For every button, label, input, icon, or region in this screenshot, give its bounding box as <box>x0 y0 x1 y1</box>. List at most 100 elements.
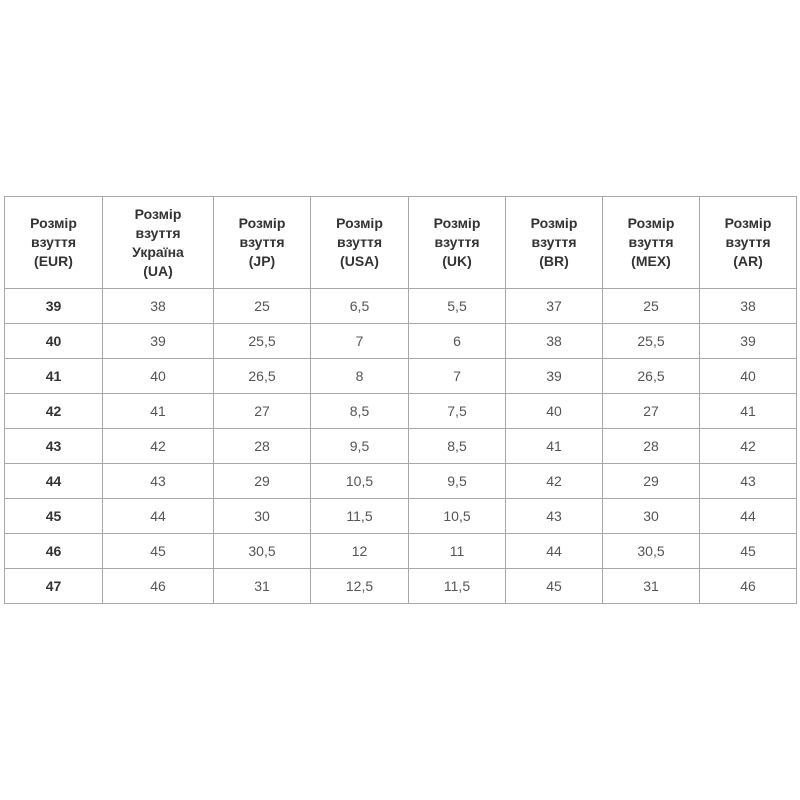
size-cell: 8 <box>310 358 409 394</box>
size-cell: 31 <box>213 568 311 604</box>
size-cell: 10,5 <box>310 463 409 499</box>
column-header-line: взуття <box>30 234 77 250</box>
eur-size-cell: 45 <box>4 498 103 534</box>
size-cell: 8,5 <box>310 393 409 429</box>
size-cell: 9,5 <box>310 428 409 464</box>
size-cell: 7 <box>408 358 506 394</box>
eur-size-cell: 44 <box>4 463 103 499</box>
size-cell: 43 <box>505 498 603 534</box>
size-cell: 39 <box>505 358 603 394</box>
column-header-line: Розмір <box>627 215 675 231</box>
size-cell: 30,5 <box>602 533 700 569</box>
column-header-line: (EUR) <box>34 253 73 269</box>
size-cell: 29 <box>602 463 700 499</box>
column-header-line: (MEX) <box>631 253 671 269</box>
size-cell: 28 <box>213 428 311 464</box>
size-cell: 46 <box>699 568 797 604</box>
column-header-line: взуття <box>628 234 674 250</box>
size-cell: 26,5 <box>602 358 700 394</box>
eur-size-cell: 47 <box>4 568 103 604</box>
size-cell: 12,5 <box>310 568 409 604</box>
size-cell: 28 <box>602 428 700 464</box>
size-cell: 40 <box>699 358 797 394</box>
size-cell: 25,5 <box>213 323 311 359</box>
size-cell: 30 <box>213 498 311 534</box>
table-row: 39 38 25 6,5 5,5 37 25 38 <box>4 288 797 324</box>
size-cell: 11 <box>408 533 506 569</box>
column-header: Розмір взуття (JP) <box>213 196 311 289</box>
size-cell: 9,5 <box>408 463 506 499</box>
size-cell: 30,5 <box>213 533 311 569</box>
column-header-line: (JP) <box>248 253 276 269</box>
column-header-line: взуття <box>434 234 480 250</box>
size-cell: 30 <box>602 498 700 534</box>
size-cell: 44 <box>699 498 797 534</box>
size-cell: 10,5 <box>408 498 506 534</box>
table-row: 43 42 28 9,5 8,5 41 28 42 <box>4 428 797 464</box>
shoe-size-table: Розмір взуття (EUR) Розмір взуття Україна (UA)… <box>4 196 797 604</box>
column-header-line: (BR) <box>539 253 569 269</box>
column-header-line: взуття <box>135 224 181 241</box>
eur-size-cell: 43 <box>4 428 103 464</box>
column-header: Розмір взуття (EUR) <box>4 196 103 289</box>
size-cell: 26,5 <box>213 358 311 394</box>
column-header-line: взуття <box>531 234 577 250</box>
size-cell: 38 <box>699 288 797 324</box>
size-cell: 11,5 <box>408 568 506 604</box>
column-header: Розмір взуття (USA) <box>310 196 409 289</box>
table-row: 40 39 25,5 7 6 38 25,5 39 <box>4 323 797 359</box>
size-cell: 44 <box>102 498 214 534</box>
eur-size-cell: 42 <box>4 393 103 429</box>
size-cell: 7,5 <box>408 393 506 429</box>
column-header: Розмір взуття (BR) <box>505 196 603 289</box>
column-header-line: (AR) <box>733 253 763 269</box>
size-cell: 41 <box>102 393 214 429</box>
column-header-line: (USA) <box>340 253 379 269</box>
column-header-line: Розмір <box>530 215 578 231</box>
column-header: Розмір взуття Україна (UA) <box>102 196 214 289</box>
eur-size-cell: 39 <box>4 288 103 324</box>
size-cell: 29 <box>213 463 311 499</box>
size-cell: 42 <box>699 428 797 464</box>
eur-size-cell: 41 <box>4 358 103 394</box>
size-cell: 31 <box>602 568 700 604</box>
table-row: 47 46 31 12,5 11,5 45 31 46 <box>4 568 797 604</box>
column-header-line: Розмір <box>238 215 286 231</box>
column-header-line: (UA) <box>143 262 173 279</box>
size-cell: 41 <box>699 393 797 429</box>
column-header-line: взуття <box>336 234 383 250</box>
size-cell: 40 <box>102 358 214 394</box>
column-header-line: Розмір <box>336 215 383 231</box>
size-cell: 42 <box>505 463 603 499</box>
size-cell: 27 <box>213 393 311 429</box>
column-header-line: (UK) <box>442 253 472 269</box>
size-cell: 44 <box>505 533 603 569</box>
size-cell: 37 <box>505 288 603 324</box>
size-cell: 5,5 <box>408 288 506 324</box>
size-cell: 43 <box>102 463 214 499</box>
column-header: Розмір взуття (UK) <box>408 196 506 289</box>
size-cell: 27 <box>602 393 700 429</box>
size-cell: 40 <box>505 393 603 429</box>
column-header-line: взуття <box>239 234 285 250</box>
size-cell: 38 <box>505 323 603 359</box>
size-cell: 25 <box>213 288 311 324</box>
column-header: Розмір взуття (AR) <box>699 196 797 289</box>
size-cell: 39 <box>102 323 214 359</box>
table-row: 42 41 27 8,5 7,5 40 27 41 <box>4 393 797 429</box>
column-header-line: Україна <box>132 243 184 260</box>
table-row: 45 44 30 11,5 10,5 43 30 44 <box>4 498 797 534</box>
size-cell: 42 <box>102 428 214 464</box>
column-header-line: Розмір <box>30 215 77 231</box>
column-header-line: Розмір <box>134 205 182 222</box>
size-cell: 45 <box>505 568 603 604</box>
size-cell: 46 <box>102 568 214 604</box>
column-header: Розмір взуття (MEX) <box>602 196 700 289</box>
size-cell: 25 <box>602 288 700 324</box>
table-row: 41 40 26,5 8 7 39 26,5 40 <box>4 358 797 394</box>
size-cell: 39 <box>699 323 797 359</box>
size-cell: 8,5 <box>408 428 506 464</box>
table-row: 44 43 29 10,5 9,5 42 29 43 <box>4 463 797 499</box>
size-cell: 6,5 <box>310 288 409 324</box>
size-cell: 6 <box>408 323 506 359</box>
